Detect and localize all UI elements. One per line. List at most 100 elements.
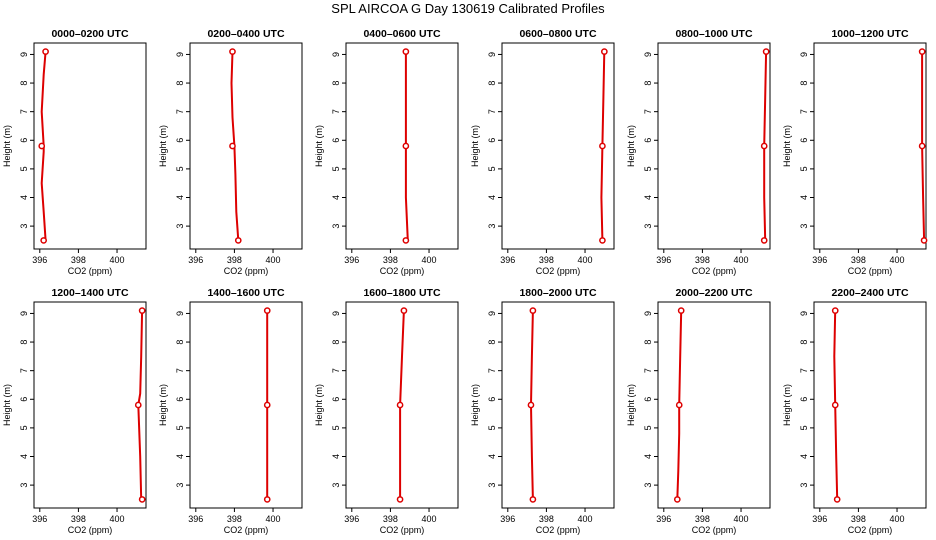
panel-2-title: 0200–0400 UTC <box>207 28 284 40</box>
panel-7-x-axis-label: CO2 (ppm) <box>68 525 113 535</box>
panel-11-data-point <box>673 496 681 503</box>
panel-12-data-point <box>831 307 839 314</box>
panel-11-y-tick-label: 7 <box>643 368 653 373</box>
panel-10-y-axis-label: Height (m) <box>470 384 480 426</box>
panel-3-x-tick-label: 396 <box>344 255 359 265</box>
panel-2-plot-frame <box>189 42 303 250</box>
panel-4-y-tick-label: 8 <box>487 81 497 86</box>
panel-3-y-tick-label: 8 <box>331 81 341 86</box>
panel-5-y-tick-label: 4 <box>643 195 653 200</box>
panel-8-x-axis-label: CO2 (ppm) <box>224 525 269 535</box>
panel-11-co2-profile-line <box>676 310 683 500</box>
panel-2-y-tick-label: 6 <box>175 138 185 143</box>
panel-3-y-tick-label: 3 <box>331 224 341 229</box>
panel-1-x-tick-label: 396 <box>32 255 47 265</box>
panel-4-y-axis-label: Height (m) <box>470 125 480 167</box>
panel-12-y-tick-label: 6 <box>799 397 809 402</box>
panel-5-data-point <box>760 237 768 244</box>
panel-7-y-tick-label: 4 <box>19 454 29 459</box>
panel-7-y-axis-label: Height (m) <box>2 384 12 426</box>
panel-4-title: 0600–0800 UTC <box>519 28 596 40</box>
panel-1-plot-frame <box>33 42 147 250</box>
panel-1-y-tick-label: 3 <box>19 224 29 229</box>
panel-1-data-point <box>38 142 46 150</box>
panel-8-y-tick-label: 9 <box>175 311 185 316</box>
panel-3-y-tick-label: 6 <box>331 138 341 143</box>
panel-3-y-tick-label: 7 <box>331 109 341 114</box>
panel-3-y-tick-label: 9 <box>331 52 341 57</box>
panel-9-title: 1600–1800 UTC <box>363 287 440 299</box>
panel-11-data-point <box>677 307 685 314</box>
panel-10-y-tick-label: 6 <box>487 397 497 402</box>
panel-8-y-tick-label: 4 <box>175 454 185 459</box>
panel-10-data-point <box>527 401 535 409</box>
panel-12-x-tick-label: 396 <box>812 514 827 524</box>
panel-2-x-tick-label: 400 <box>266 255 281 265</box>
panel-4-y-tick-label: 5 <box>487 166 497 171</box>
panel-6-title: 1000–1200 UTC <box>831 28 908 40</box>
panel-8-y-tick-label: 8 <box>175 340 185 345</box>
panel-2-data-point <box>234 237 242 244</box>
panel-7-y-tick-label: 9 <box>19 311 29 316</box>
panel-4-data-point <box>600 48 608 55</box>
panel-4-y-tick-label: 3 <box>487 224 497 229</box>
panel-1-data-point <box>40 237 48 244</box>
panel-9-y-tick-label: 4 <box>331 454 341 459</box>
panel-4-x-tick-label: 398 <box>539 255 554 265</box>
panel-9-x-tick-label: 396 <box>344 514 359 524</box>
panel-5-x-tick-label: 400 <box>734 255 749 265</box>
panel-7-x-tick-label: 398 <box>71 514 86 524</box>
panel-2-y-axis-label: Height (m) <box>158 125 168 167</box>
panel-7-y-tick-label: 7 <box>19 368 29 373</box>
panel-6-y-tick-label: 6 <box>799 138 809 143</box>
panel-1-y-axis-label: Height (m) <box>2 125 12 167</box>
panel-4-x-axis-label: CO2 (ppm) <box>536 266 581 276</box>
panel-2-data-point <box>229 142 236 150</box>
panel-1-y-tick-label: 4 <box>19 195 29 200</box>
panel-10-y-tick-label: 4 <box>487 454 497 459</box>
panel-7-y-tick-label: 6 <box>19 397 29 402</box>
panel-1-x-tick-label: 400 <box>110 255 125 265</box>
panel-9-y-tick-label: 7 <box>331 368 341 373</box>
panel-8-plot-frame <box>189 301 303 509</box>
panel-5-data-point <box>762 48 770 55</box>
panel-7-data-point <box>134 401 142 409</box>
panel-6-y-tick-label: 8 <box>799 81 809 86</box>
panel-3-y-tick-label: 4 <box>331 195 341 200</box>
panel-11-y-tick-label: 4 <box>643 454 653 459</box>
panel-10-y-tick-label: 9 <box>487 311 497 316</box>
panel-7-y-tick-label: 5 <box>19 425 29 430</box>
panel-6-x-tick-label: 398 <box>851 255 866 265</box>
panel-2-x-tick-label: 396 <box>188 255 203 265</box>
panel-1-y-tick-label: 5 <box>19 166 29 171</box>
panel-10-data-point <box>529 307 537 314</box>
panel-2-y-tick-label: 3 <box>175 224 185 229</box>
panel-6-data-point <box>918 142 926 150</box>
panel-12-y-tick-label: 5 <box>799 425 809 430</box>
panel-4-y-tick-label: 6 <box>487 138 497 143</box>
panel-11-y-tick-label: 3 <box>643 483 653 488</box>
panel-6-y-tick-label: 7 <box>799 109 809 114</box>
panel-10-y-tick-label: 5 <box>487 425 497 430</box>
panel-6-y-tick-label: 3 <box>799 224 809 229</box>
panel-8-y-tick-label: 6 <box>175 397 185 402</box>
panel-11-plot-frame <box>657 301 771 509</box>
panel-11-y-tick-label: 8 <box>643 340 653 345</box>
panel-11-y-axis-label: Height (m) <box>626 384 636 426</box>
panel-5-y-tick-label: 5 <box>643 166 653 171</box>
panel-4-x-tick-label: 400 <box>578 255 593 265</box>
panel-10-y-tick-label: 7 <box>487 368 497 373</box>
panel-3-y-axis-label: Height (m) <box>314 125 324 167</box>
panel-4-x-tick-label: 396 <box>500 255 515 265</box>
panel-7-x-tick-label: 400 <box>110 514 125 524</box>
panel-5-y-tick-label: 6 <box>643 138 653 143</box>
panel-10-y-tick-label: 3 <box>487 483 497 488</box>
panel-3-title: 0400–0600 UTC <box>363 28 440 40</box>
panel-10-x-tick-label: 398 <box>539 514 554 524</box>
panel-7-co2-profile-line <box>137 310 144 500</box>
panel-2-x-axis-label: CO2 (ppm) <box>224 266 269 276</box>
panel-3-x-axis-label: CO2 (ppm) <box>380 266 425 276</box>
panel-10-data-point <box>529 496 537 503</box>
